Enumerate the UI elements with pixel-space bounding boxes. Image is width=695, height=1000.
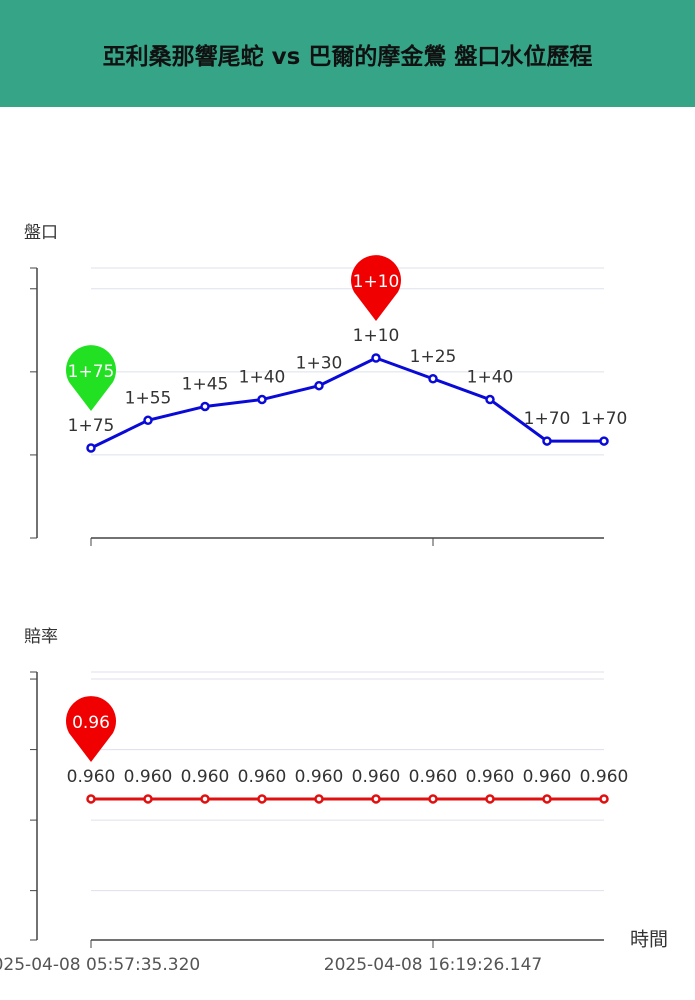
pin-label: 1+10 [353,272,400,292]
data-label: 1+75 [68,416,115,436]
data-label: 0.960 [124,767,173,787]
data-point [257,794,267,804]
pin-label: 1+75 [68,362,115,382]
data-label: 1+40 [467,368,514,388]
data-point [599,794,609,804]
data-label: 1+30 [296,354,343,374]
data-point [542,436,552,446]
data-point [200,401,210,412]
x-axis-label: 時間 [630,929,668,951]
data-point [200,794,210,804]
data-label: 0.960 [580,767,629,787]
data-label: 0.960 [466,767,515,787]
pin-label: 0.96 [72,713,110,733]
y-axis-label: 賠率 [24,627,58,647]
data-label: 0.960 [523,767,572,787]
data-label: 0.960 [181,767,230,787]
data-point [371,794,381,804]
pin [65,696,117,762]
data-point [371,353,381,363]
data-label: 0.960 [409,767,458,787]
data-label: 0.960 [352,767,401,787]
data-label: 0.960 [238,767,287,787]
header: 亞利桑那響尾蛇 vs 巴爾的摩金鶯 盤口水位歷程 [0,0,695,107]
data-point [86,443,96,453]
data-label: 0.960 [295,767,344,787]
data-label: 1+10 [353,326,400,346]
data-point [542,794,552,804]
data-label: 1+45 [182,374,229,394]
pin [65,345,117,411]
data-label: 1+70 [524,409,571,429]
data-label: 0.960 [67,767,116,787]
x-tick-label: 2025-04-08 16:19:26.147 [324,955,542,975]
data-point [428,794,438,804]
data-point [143,415,153,426]
data-label: 1+40 [239,368,286,388]
data-point [314,380,324,391]
page-title: 亞利桑那響尾蛇 vs 巴爾的摩金鶯 盤口水位歷程 [102,43,593,70]
data-point [257,394,267,405]
data-point [599,436,609,446]
data-point [485,794,495,804]
data-label: 1+55 [125,388,172,408]
data-point [314,794,324,804]
data-label: 1+25 [410,347,457,367]
data-point [485,394,495,405]
data-point [86,794,96,804]
data-label: 1+70 [581,409,628,429]
data-line [90,356,604,450]
y-axis-label: 盤口 [24,223,58,243]
data-point [143,794,153,804]
x-tick-label: 2025-04-08 05:57:35.320 [0,955,200,975]
data-point [428,374,438,384]
pin [351,255,402,321]
